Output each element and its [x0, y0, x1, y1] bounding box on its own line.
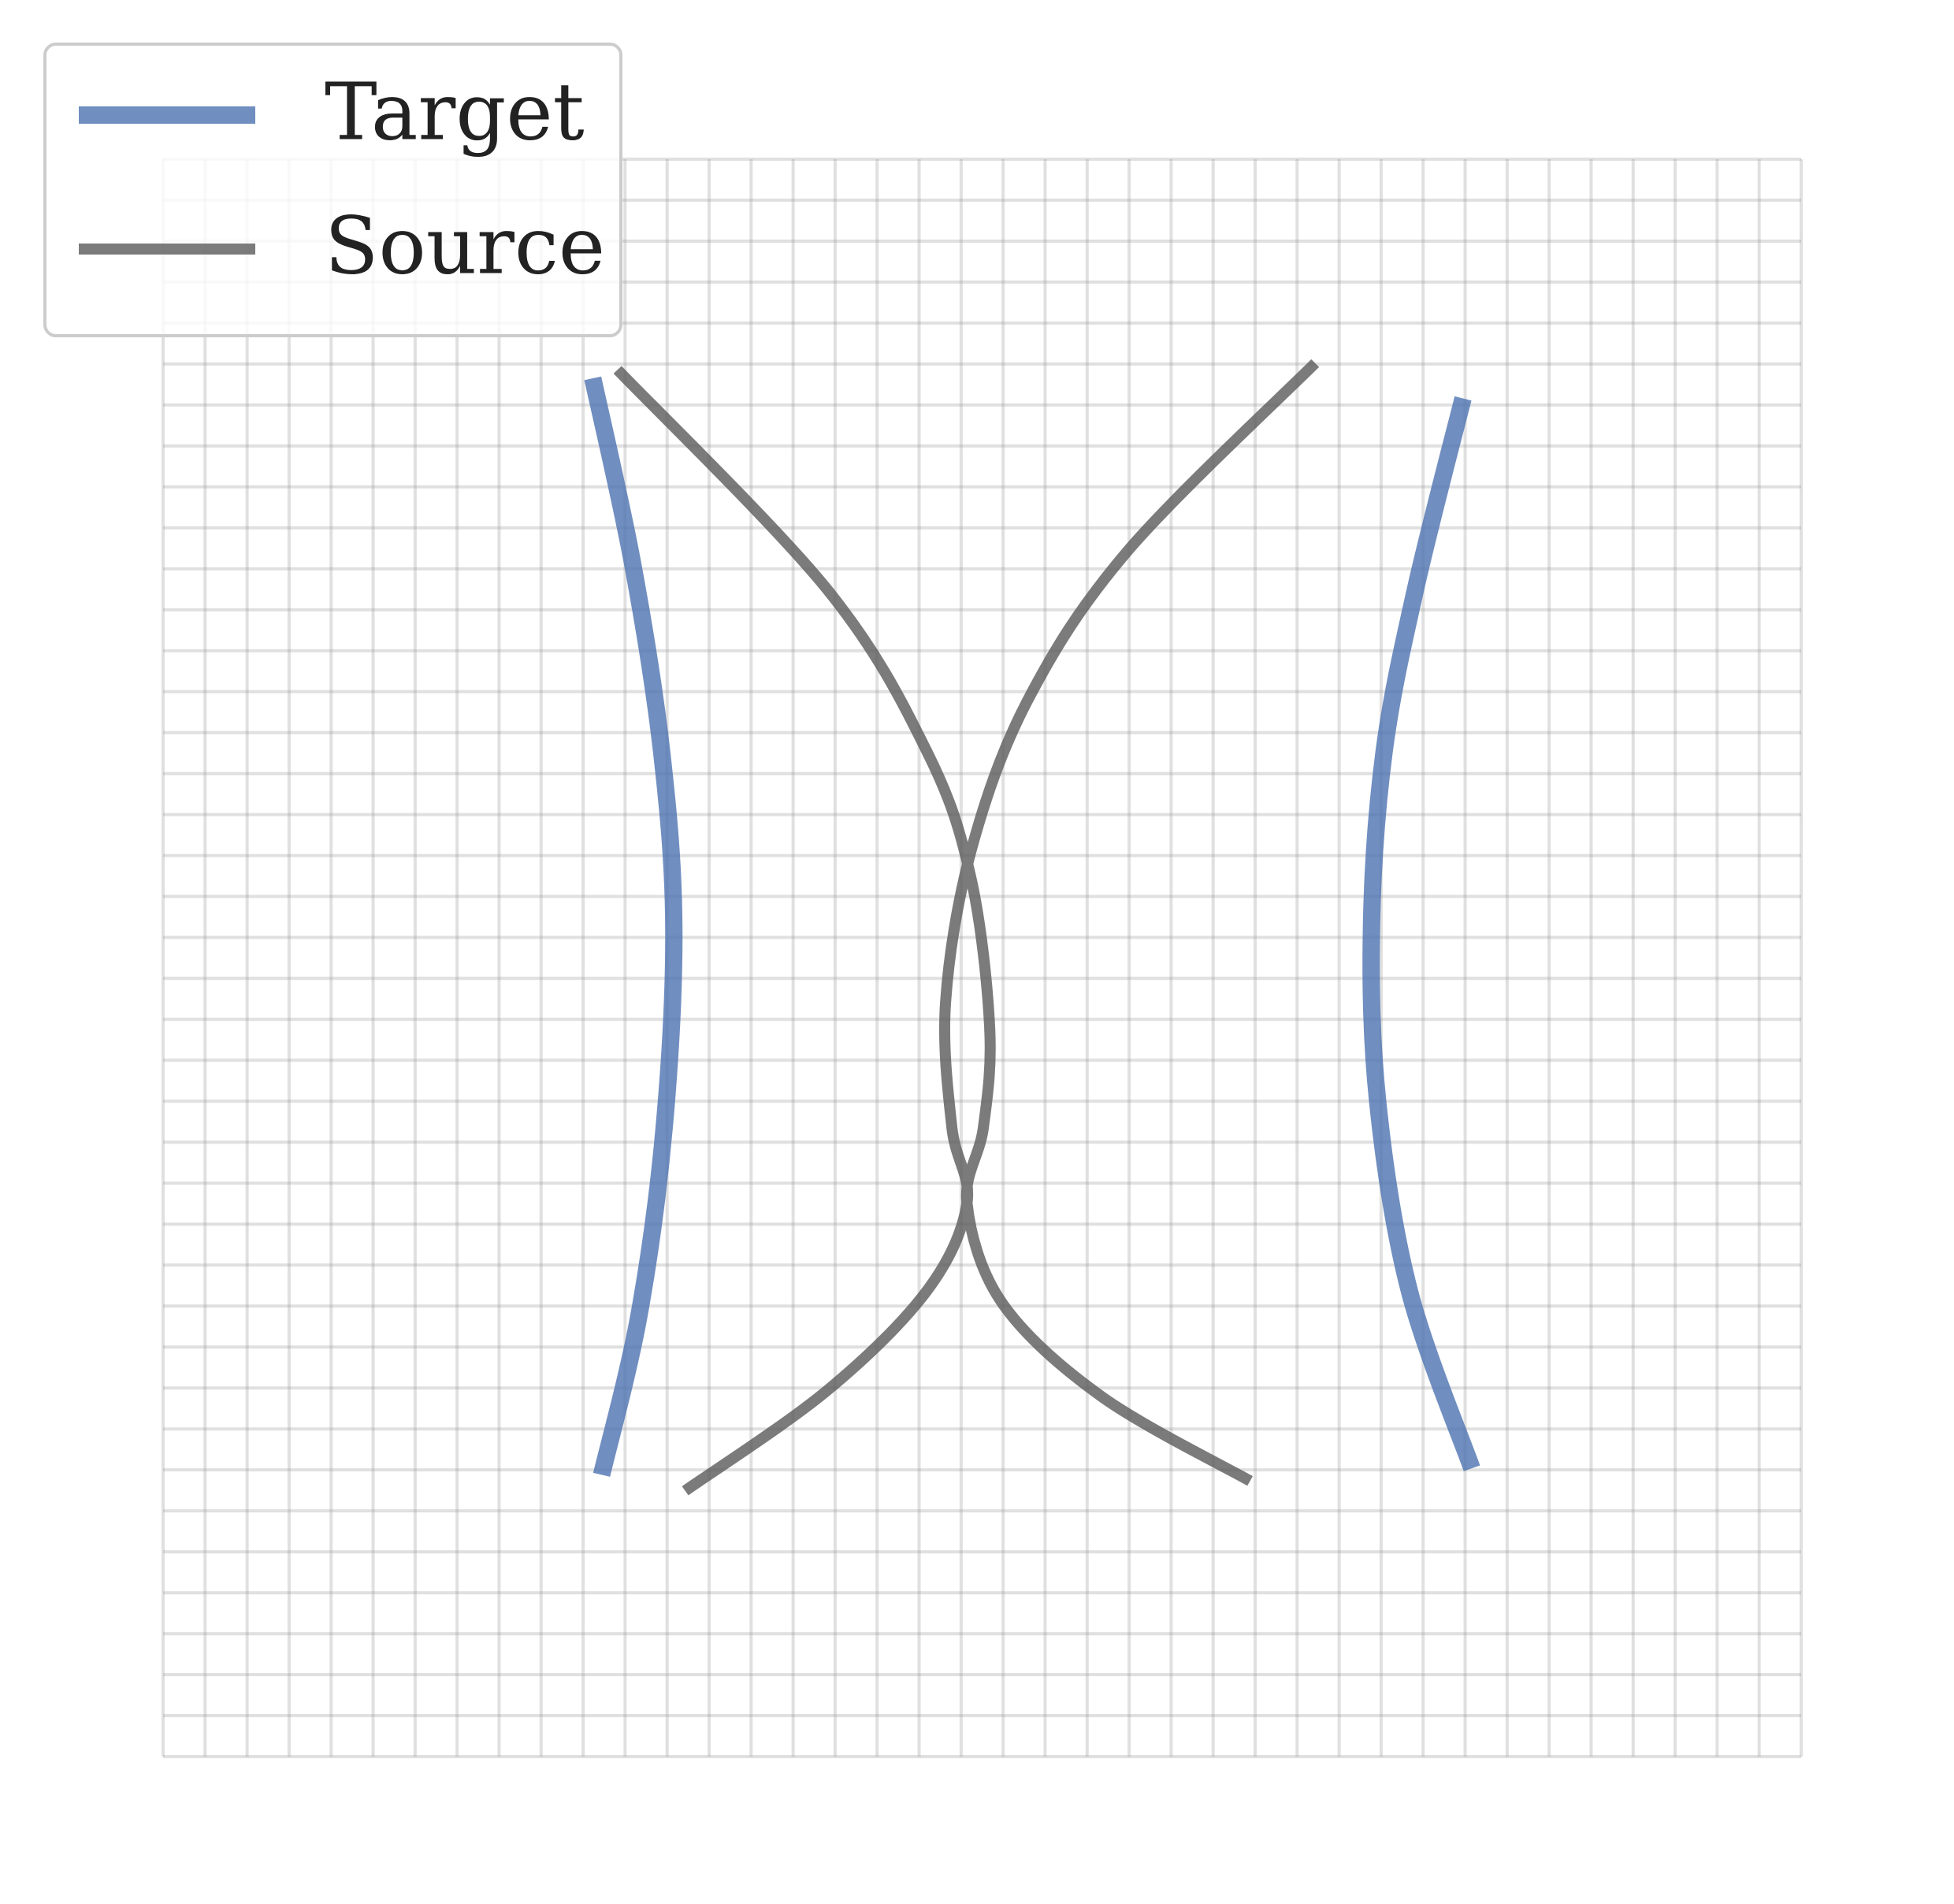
legend-label: Source	[325, 200, 605, 292]
series-line	[613, 359, 1320, 1496]
plot-area	[584, 359, 1480, 1496]
legend: Target Source	[43, 43, 622, 337]
series-line	[584, 376, 1480, 1477]
legend-label: Target	[325, 66, 585, 158]
